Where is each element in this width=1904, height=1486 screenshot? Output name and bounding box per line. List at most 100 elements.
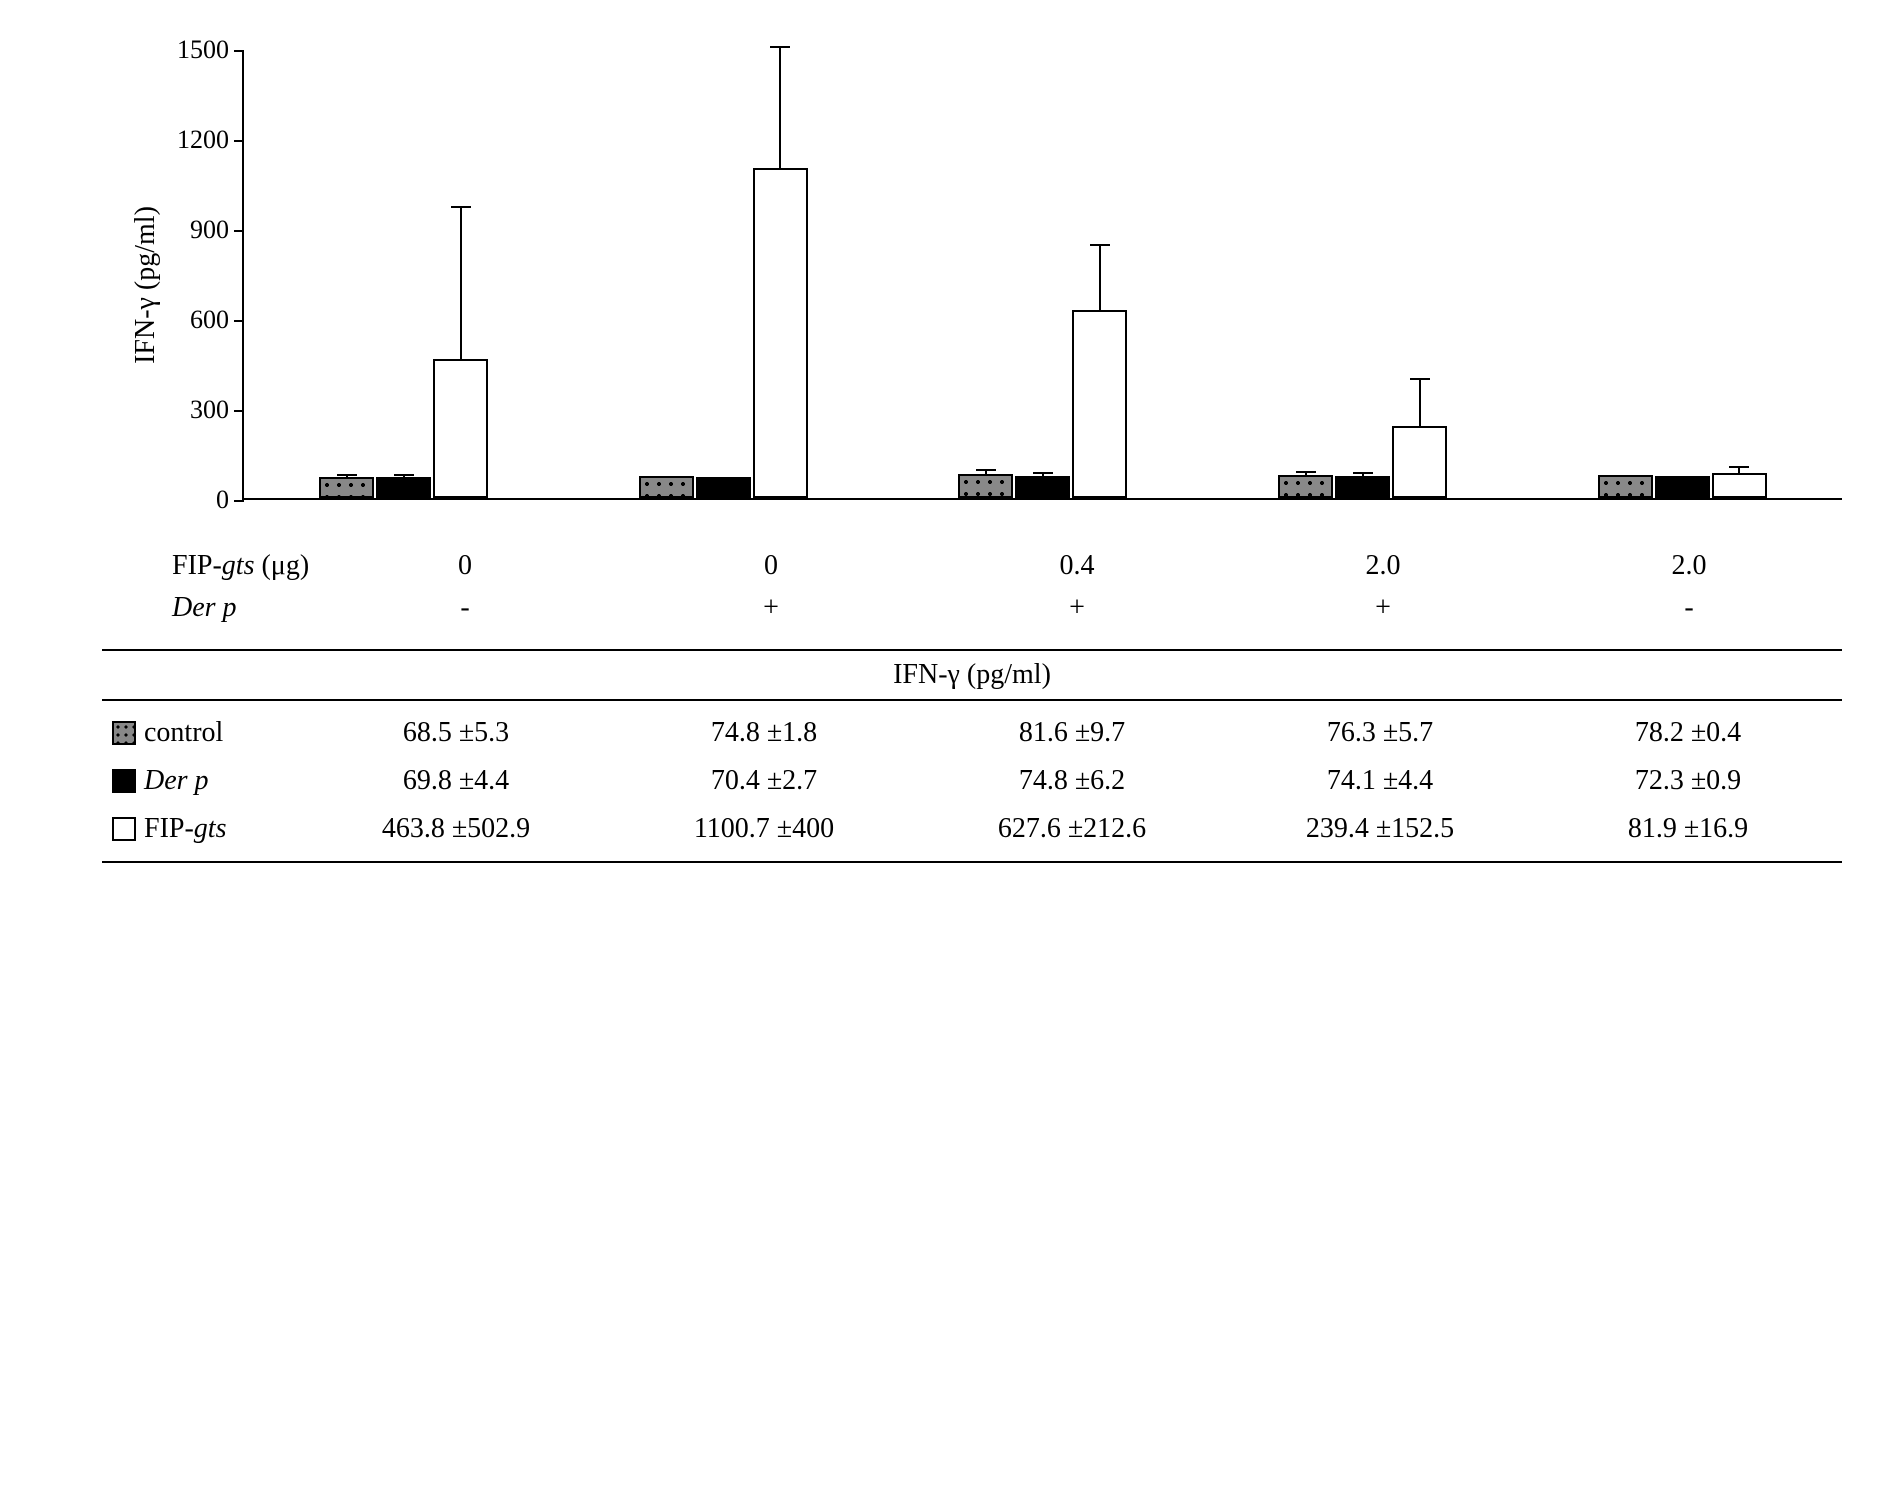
cond-cell-fipgts: 2.0 bbox=[1536, 550, 1842, 582]
error-cap bbox=[394, 474, 414, 476]
bar bbox=[1335, 476, 1390, 498]
bar-groups bbox=[244, 50, 1842, 498]
condition-row-derp: Der p -+++- bbox=[172, 587, 1842, 629]
error-bar bbox=[779, 48, 781, 168]
table-cell: 74.1 ±4.4 bbox=[1226, 765, 1534, 797]
bar-derp bbox=[696, 477, 751, 498]
table-cell: 72.3 ±0.9 bbox=[1534, 765, 1842, 797]
table-cell: 68.5 ±5.3 bbox=[302, 717, 610, 749]
error-cap bbox=[770, 46, 790, 48]
y-tick bbox=[234, 140, 244, 142]
error-cap bbox=[1410, 378, 1430, 380]
cond-cell-fipgts: 0 bbox=[312, 550, 618, 582]
bar bbox=[376, 477, 431, 498]
error-bar bbox=[985, 471, 987, 474]
bar bbox=[753, 168, 808, 498]
bar-control bbox=[958, 474, 1013, 498]
error-bar bbox=[1738, 468, 1740, 473]
table-cell: 78.2 ±0.4 bbox=[1534, 717, 1842, 749]
bar-fipgts bbox=[1712, 473, 1767, 498]
cond-cell-derp: + bbox=[924, 592, 1230, 624]
y-tick-label: 900 bbox=[169, 215, 229, 245]
bar bbox=[1015, 476, 1070, 498]
table-header: IFN-γ (pg/ml) bbox=[102, 649, 1842, 701]
error-bar bbox=[403, 476, 405, 477]
bar bbox=[1598, 475, 1653, 498]
fipgts-prefix: FIP- bbox=[172, 550, 222, 581]
cond-cell-fipgts: 2.0 bbox=[1230, 550, 1536, 582]
table-cells: 69.8 ±4.470.4 ±2.774.8 ±6.274.1 ±4.472.3… bbox=[302, 765, 1842, 797]
error-cap bbox=[451, 206, 471, 208]
error-bar bbox=[460, 208, 462, 359]
table-cells: 68.5 ±5.374.8 ±1.881.6 ±9.776.3 ±5.778.2… bbox=[302, 717, 1842, 749]
data-table: IFN-γ (pg/ml) control 68.5 ±5.374.8 ±1.88… bbox=[102, 649, 1842, 863]
error-bar bbox=[1099, 246, 1101, 310]
bar bbox=[639, 476, 694, 498]
legend-derp: Der p bbox=[102, 765, 302, 797]
bar bbox=[319, 477, 374, 498]
error-cap bbox=[1729, 466, 1749, 468]
bar-chart: IFN-γ (pg/ml) 030060090012001500 bbox=[172, 40, 1842, 530]
condition-cells-fipgts: 000.42.02.0 bbox=[312, 550, 1842, 582]
bar bbox=[958, 474, 1013, 498]
bar-control bbox=[639, 476, 694, 498]
error-bar bbox=[1419, 380, 1421, 426]
bar-group bbox=[244, 50, 564, 498]
legend-swatch bbox=[112, 817, 136, 841]
cond-cell-derp: + bbox=[1230, 592, 1536, 624]
y-axis-label: IFN-γ (pg/ml) bbox=[130, 206, 162, 364]
bar bbox=[433, 359, 488, 498]
bar-derp bbox=[1015, 476, 1070, 498]
table-body: control 68.5 ±5.374.8 ±1.881.6 ±9.776.3 ±… bbox=[102, 701, 1842, 863]
table-row-fipgts: FIP-gts463.8 ±502.91100.7 ±400627.6 ±212… bbox=[102, 805, 1842, 853]
y-tick bbox=[234, 230, 244, 232]
error-bar bbox=[1305, 473, 1307, 475]
fipgts-italic: gts bbox=[222, 550, 255, 581]
y-tick bbox=[234, 410, 244, 412]
y-tick-label: 300 bbox=[169, 395, 229, 425]
table-cell: 70.4 ±2.7 bbox=[610, 765, 918, 797]
bar bbox=[1392, 426, 1447, 498]
table-cell: 1100.7 ±400 bbox=[610, 813, 918, 845]
bar-control bbox=[1278, 475, 1333, 498]
table-cell: 81.9 ±16.9 bbox=[1534, 813, 1842, 845]
legend-control: control bbox=[102, 717, 302, 749]
table-cell: 81.6 ±9.7 bbox=[918, 717, 1226, 749]
bar-derp bbox=[1335, 476, 1390, 498]
y-tick-label: 0 bbox=[169, 485, 229, 515]
cond-cell-derp: - bbox=[1536, 592, 1842, 624]
error-cap bbox=[1353, 472, 1373, 474]
bar-derp bbox=[1655, 476, 1710, 498]
legend-label: control bbox=[144, 717, 223, 749]
bar-group bbox=[1522, 50, 1842, 498]
error-cap bbox=[337, 474, 357, 476]
error-bar bbox=[346, 476, 348, 478]
error-cap bbox=[1296, 471, 1316, 473]
bar-group bbox=[883, 50, 1203, 498]
y-tick bbox=[234, 50, 244, 52]
cond-cell-fipgts: 0 bbox=[618, 550, 924, 582]
condition-row-fipgts: FIP-gts (μg) 000.42.02.0 bbox=[172, 545, 1842, 587]
table-cell: 463.8 ±502.9 bbox=[302, 813, 610, 845]
error-bar bbox=[1362, 474, 1364, 475]
table-row-control: control 68.5 ±5.374.8 ±1.881.6 ±9.776.3 ±… bbox=[102, 709, 1842, 757]
cond-cell-derp: + bbox=[618, 592, 924, 624]
legend-fipgts: FIP-gts bbox=[102, 813, 302, 845]
bar-fipgts bbox=[753, 168, 808, 498]
bar bbox=[1278, 475, 1333, 498]
table-cell: 239.4 ±152.5 bbox=[1226, 813, 1534, 845]
error-cap bbox=[976, 469, 996, 471]
bar bbox=[1712, 473, 1767, 498]
table-cell: 69.8 ±4.4 bbox=[302, 765, 610, 797]
bar-fipgts bbox=[1392, 426, 1447, 498]
legend-label: FIP-gts bbox=[144, 813, 226, 845]
plot-area: 030060090012001500 bbox=[242, 50, 1842, 500]
cond-cell-derp: - bbox=[312, 592, 618, 624]
y-tick-label: 1500 bbox=[169, 35, 229, 65]
legend-label: Der p bbox=[144, 765, 209, 797]
y-tick bbox=[234, 500, 244, 502]
bar-fipgts bbox=[433, 359, 488, 498]
table-cell: 76.3 ±5.7 bbox=[1226, 717, 1534, 749]
bar-group bbox=[1203, 50, 1523, 498]
y-tick bbox=[234, 320, 244, 322]
